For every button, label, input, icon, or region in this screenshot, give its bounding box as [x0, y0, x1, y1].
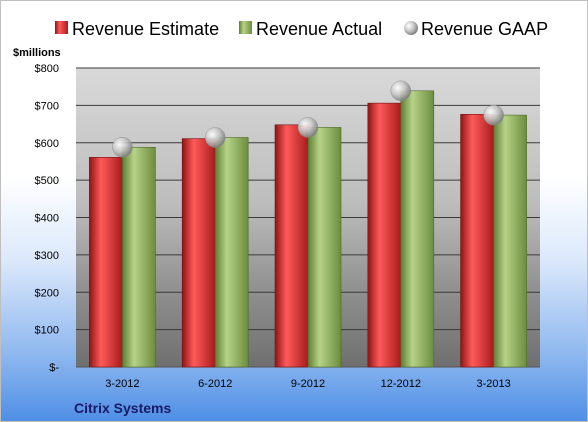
legend-swatch-revenue-actual	[239, 21, 252, 34]
x-tick-label: 3-2012	[105, 378, 139, 390]
legend-label-revenue-actual: Revenue Actual	[256, 19, 382, 39]
y-tick-label: $200	[35, 287, 59, 299]
bar-revenue-actual	[307, 127, 342, 368]
bar-revenue-actual	[493, 114, 527, 368]
bar-revenue-estimate	[274, 124, 309, 368]
x-tick-label: 9-2012	[291, 378, 325, 390]
y-tick-label: $100	[35, 325, 59, 337]
y-tick-label: $-	[49, 362, 59, 374]
company-name: Citrix Systems	[74, 400, 171, 416]
x-axis-ticks: 3-2012 6-2012 9-2012 12-2012 3-2013	[105, 378, 510, 390]
legend-marker-revenue-gaap	[404, 21, 418, 35]
marker-revenue-gaap	[112, 136, 133, 158]
bar-revenue-estimate	[181, 138, 216, 368]
x-tick-label: 3-2013	[476, 378, 510, 390]
bars	[89, 90, 527, 368]
legend-label-revenue-gaap: Revenue GAAP	[421, 19, 548, 39]
marker-revenue-gaap	[390, 80, 412, 102]
y-tick-label: $300	[35, 250, 59, 262]
x-tick-label: 12-2012	[381, 378, 421, 390]
bar-revenue-actual	[400, 90, 435, 368]
y-axis-ticks: $- $100 $200 $300 $400 $500 $600 $700 $800	[35, 63, 60, 374]
legend: Revenue Estimate Revenue Actual Revenue …	[55, 19, 548, 39]
bar-revenue-estimate	[460, 114, 494, 368]
marker-revenue-gaap	[204, 127, 226, 148]
bar-revenue-actual	[214, 137, 249, 368]
legend-swatch-revenue-estimate	[55, 21, 68, 34]
marker-revenue-gaap	[297, 117, 319, 138]
y-tick-label: $600	[35, 138, 59, 150]
y-tick-label: $400	[35, 213, 59, 225]
bar-revenue-estimate	[89, 157, 123, 368]
x-tick-label: 6-2012	[198, 378, 232, 390]
legend-label-revenue-estimate: Revenue Estimate	[72, 19, 219, 39]
unit-label: $millions	[13, 47, 61, 59]
bar-revenue-actual	[122, 146, 156, 368]
marker-revenue-gaap	[483, 104, 504, 126]
bar-revenue-estimate	[367, 102, 402, 368]
y-tick-label: $700	[35, 100, 59, 112]
y-tick-label: $500	[35, 175, 59, 187]
y-tick-label: $800	[35, 63, 59, 75]
gaap-markers	[112, 80, 504, 158]
